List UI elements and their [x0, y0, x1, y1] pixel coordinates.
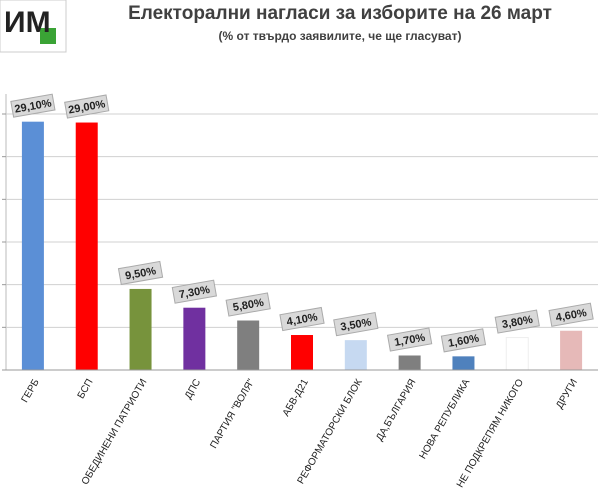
bar — [129, 288, 152, 370]
x-tick-label: ДРУГИ — [554, 377, 580, 410]
value-label-box — [171, 279, 218, 304]
x-tick-label: ГЕРБ — [20, 377, 42, 405]
x-tick-label: ДПС — [183, 377, 203, 401]
value-label-box — [386, 327, 433, 352]
logo: ИМ — [4, 6, 51, 39]
value-label-box — [548, 302, 594, 327]
bar — [344, 340, 367, 370]
value-label-box — [64, 94, 110, 119]
x-tick-label: НОВА РЕПУБЛИКА — [418, 377, 473, 461]
x-tick-label: ДА,БЪЛГАРИЯ — [374, 377, 418, 443]
value-label: 4,60% — [555, 307, 588, 324]
value-label-group: 29,00% — [64, 94, 110, 119]
value-label: 3,50% — [340, 316, 373, 333]
x-tick-label: ОБЕДИНЕНИ ПАТРИОТИ — [80, 377, 150, 487]
bar — [505, 337, 529, 371]
value-label-group: 9,50% — [117, 260, 164, 286]
logo-square — [40, 28, 56, 44]
value-label-group: 1,60% — [440, 328, 487, 353]
value-label-group: 1,70% — [386, 327, 433, 352]
value-label: 7,30% — [178, 284, 211, 301]
value-label: 1,60% — [447, 333, 480, 350]
x-tick-label: АБВ-Д21 — [281, 377, 311, 418]
logo-box — [0, 0, 67, 53]
bar — [452, 356, 475, 370]
value-label-box — [279, 306, 325, 332]
value-label-box — [117, 260, 164, 286]
value-label-box — [494, 309, 540, 334]
value-label: 9,50% — [124, 265, 157, 282]
x-tick-label: БСП — [76, 377, 96, 401]
value-label-box — [333, 312, 379, 337]
chart-title: Електорални нагласи за изборите на 26 ма… — [128, 3, 552, 24]
value-label: 1,70% — [393, 332, 426, 349]
value-label-box — [440, 328, 487, 353]
value-label-group: 5,80% — [225, 292, 271, 317]
bar — [75, 122, 98, 371]
value-label-group: 4,10% — [279, 306, 325, 332]
chart-subtitle: (% от твърдо заявилите, че ще гласуват) — [219, 29, 462, 43]
bar — [21, 121, 44, 371]
value-label: 3,80% — [501, 314, 534, 331]
value-label-group: 4,60% — [548, 302, 594, 327]
bar — [237, 320, 260, 370]
value-label-group: 7,30% — [171, 279, 218, 304]
x-tick-label: РЕФОРМАТОРСКИ БЛОК — [296, 377, 365, 486]
bar — [183, 307, 206, 370]
value-label-box — [225, 292, 271, 317]
value-label-group: 3,50% — [333, 312, 379, 337]
bar — [560, 330, 583, 370]
value-label: 4,10% — [286, 311, 319, 328]
value-label: 5,80% — [232, 297, 265, 314]
bar — [398, 355, 421, 370]
bar — [291, 335, 313, 370]
value-label-group: 3,80% — [494, 309, 540, 334]
value-label-box — [10, 93, 56, 118]
value-label-group: 29,10% — [10, 93, 56, 118]
x-tick-label: ПАРТИЯ "ВОЛЯ" — [208, 377, 257, 451]
